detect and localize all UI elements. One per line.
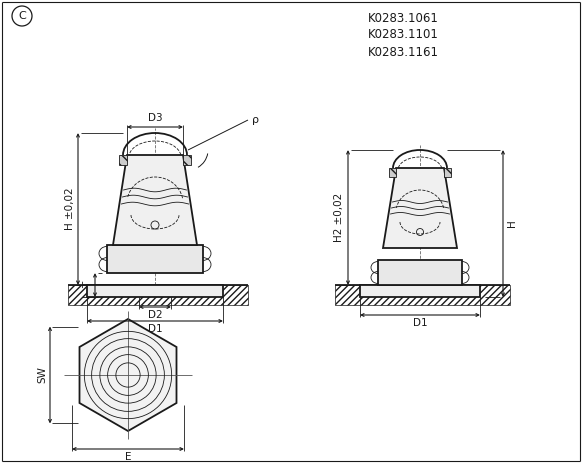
Text: SW: SW [37, 367, 47, 383]
Polygon shape [383, 168, 457, 248]
Text: H: H [507, 219, 517, 227]
Text: K0283.1161: K0283.1161 [368, 45, 439, 58]
Polygon shape [113, 155, 197, 245]
Text: H2 ±0,02: H2 ±0,02 [334, 193, 344, 242]
Text: T: T [83, 282, 93, 288]
Polygon shape [389, 168, 396, 177]
Polygon shape [87, 285, 223, 297]
Text: D3: D3 [148, 113, 162, 123]
Polygon shape [119, 155, 127, 165]
Text: D1: D1 [148, 324, 162, 334]
Polygon shape [139, 285, 171, 293]
Polygon shape [406, 285, 434, 293]
Text: C: C [18, 11, 26, 21]
Text: E: E [125, 452, 132, 462]
Polygon shape [444, 168, 451, 177]
Text: D1: D1 [413, 318, 427, 328]
Polygon shape [107, 245, 203, 273]
Text: H ±0,02: H ±0,02 [65, 188, 75, 230]
Text: ρ: ρ [252, 115, 259, 125]
Text: D2: D2 [148, 310, 162, 320]
Text: K0283.1061: K0283.1061 [368, 12, 439, 25]
Text: K0283.1101: K0283.1101 [368, 29, 439, 42]
Polygon shape [183, 155, 191, 165]
Polygon shape [378, 260, 462, 285]
Polygon shape [360, 285, 480, 297]
Polygon shape [80, 319, 176, 431]
